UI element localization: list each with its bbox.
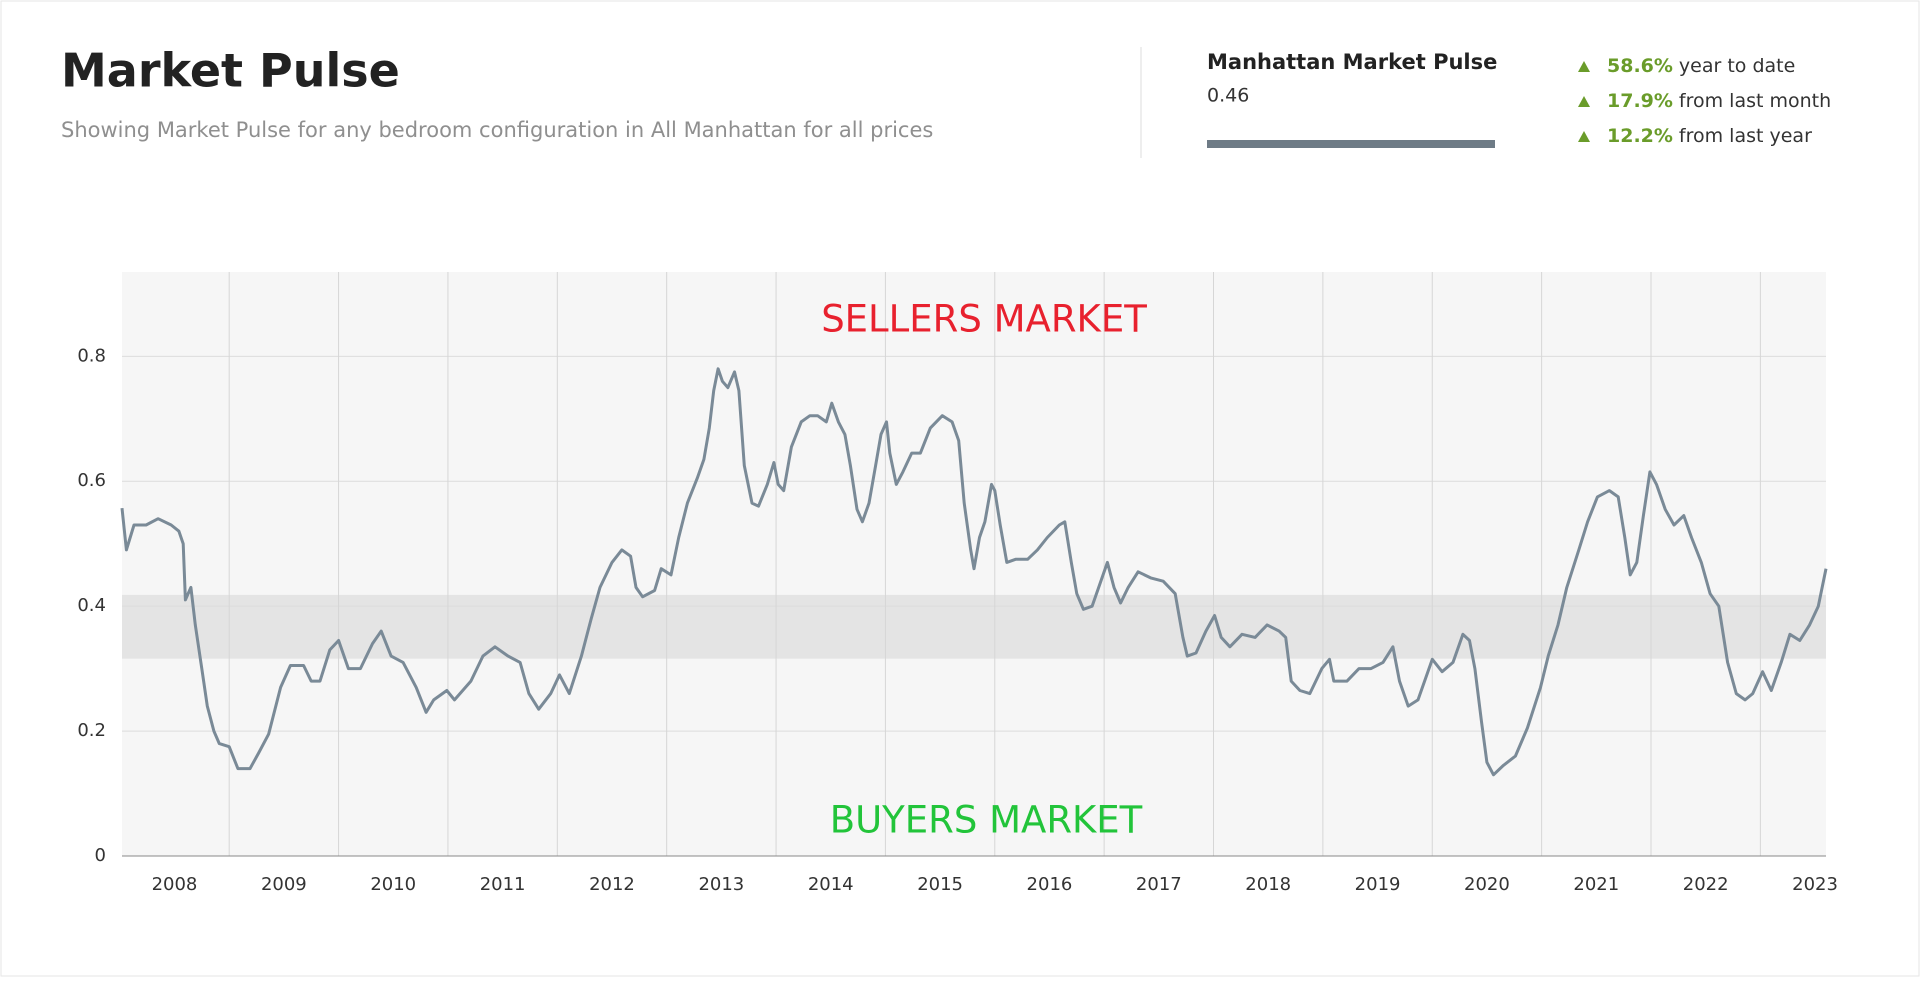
x-tick-label: 2015 <box>917 874 963 895</box>
changes: 58.6% year to date 17.9% from last month 12.… <box>1578 55 1831 147</box>
subtitle: Showing Market Pulse for any bedroom con… <box>61 118 933 142</box>
neutral-band <box>122 594 1826 659</box>
change: 12.2% from last year <box>1607 125 1812 147</box>
x-tick-label: 2013 <box>698 874 744 895</box>
change-value: 12.2% <box>1607 125 1673 147</box>
y-tick-label: 0.2 <box>77 720 106 741</box>
y-tick-label: 0.4 <box>77 595 106 616</box>
summary-value: 0.46 <box>1207 85 1249 107</box>
y-tick-label: 0 <box>95 845 106 866</box>
summary-bar <box>1207 140 1495 148</box>
x-tick-label: 2022 <box>1683 874 1729 895</box>
x-tick-label: 2009 <box>261 874 307 895</box>
sellers-label: SELLERS MARKET <box>821 298 1147 341</box>
x-tick-label: 2017 <box>1136 874 1182 895</box>
up-arrow <box>1578 61 1590 72</box>
x-tick-label: 2014 <box>808 874 854 895</box>
y-tick-label: 0.6 <box>77 470 106 491</box>
x-tick-label: 2021 <box>1573 874 1619 895</box>
x-tick-label: 2018 <box>1245 874 1291 895</box>
change-text: from last year <box>1679 125 1812 147</box>
change-text: from last month <box>1679 90 1831 112</box>
page-title: Market Pulse <box>61 44 400 98</box>
x-tick-label: 2019 <box>1355 874 1401 895</box>
summary-name: Manhattan Market Pulse <box>1207 50 1497 74</box>
x-tick-label: 2012 <box>589 874 635 895</box>
y-tick-label: 0.8 <box>77 345 106 366</box>
x-tick-label: 2020 <box>1464 874 1510 895</box>
x-tick-label: 2011 <box>480 874 526 895</box>
x-tick-label: 2023 <box>1792 874 1838 895</box>
change-value: 17.9% <box>1607 90 1673 112</box>
x-tick-label: 2010 <box>370 874 416 895</box>
change: 17.9% from last month <box>1607 90 1831 112</box>
up-arrow <box>1578 96 1590 107</box>
buyers-label: BUYERS MARKET <box>830 799 1143 842</box>
plot: 0 0.2 0.4 0.6 0.8 2008 2009 2010 2011 2012 2013 201… <box>77 272 1838 895</box>
pulse-line <box>120 367 1828 777</box>
x-tick-label: 2008 <box>152 874 198 895</box>
change-value: 58.6% <box>1607 55 1673 77</box>
change: 58.6% year to date <box>1607 55 1795 77</box>
up-arrow <box>1578 131 1590 142</box>
change-text: year to date <box>1679 55 1795 77</box>
x-tick-label: 2016 <box>1027 874 1073 895</box>
